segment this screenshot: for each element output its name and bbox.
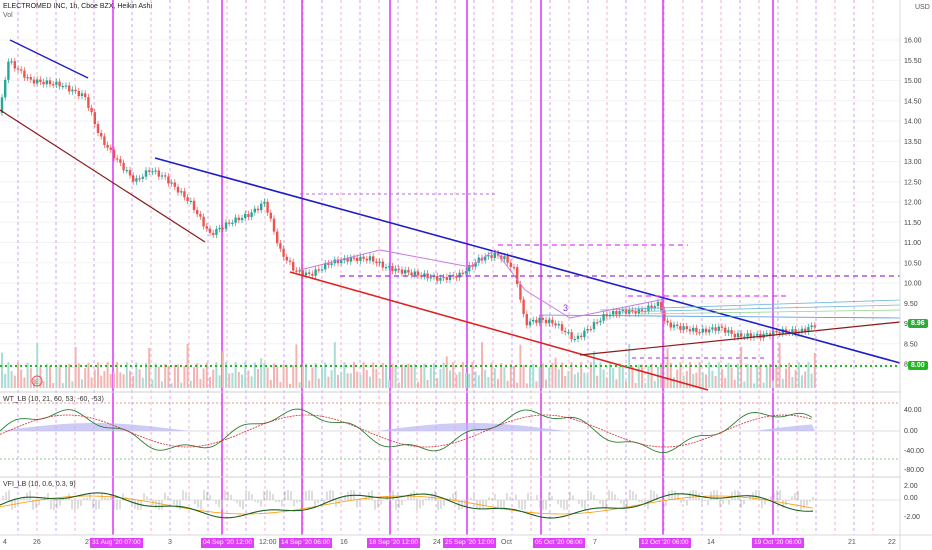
time-axis-label: 26 <box>33 539 41 546</box>
price-tick: 12.00 <box>904 200 922 207</box>
time-axis-label: 3 <box>168 539 172 546</box>
vfi-axis-tick: -2.00 <box>904 514 920 521</box>
time-axis-label: 4 <box>3 539 7 546</box>
vfi-oscillator <box>0 490 900 519</box>
price-tick: 10.50 <box>904 260 922 267</box>
price-tick: 15.00 <box>904 78 922 85</box>
wt-axis-tick: -40.00 <box>904 448 924 455</box>
price-tick: 13.50 <box>904 139 922 146</box>
price-tick: 12.50 <box>904 179 922 186</box>
time-axis-label: 24 <box>433 539 441 546</box>
time-axis-label: 7 <box>593 539 597 546</box>
svg-text:E: E <box>35 380 39 386</box>
time-axis-label: Oct <box>501 539 512 546</box>
currency-label: USD <box>915 4 930 11</box>
time-axis-label: 04 Sep '20 12:00 <box>201 538 254 548</box>
time-axis-label: 27 <box>85 539 93 546</box>
wt-axis-tick: -80.00 <box>904 467 924 474</box>
time-axis-label: 12 Oct '20 06:00 <box>639 538 691 548</box>
chart-title: ELECTROMED INC, 1h, Cboe BZX, Heikin Ash… <box>3 3 152 10</box>
price-tick: 10.00 <box>904 281 922 288</box>
vertical-markers <box>17 0 874 535</box>
time-axis-label: 14 Sep '20 06:00 <box>279 538 332 548</box>
price-tick: 16.00 <box>904 38 922 45</box>
time-axis-label: 31 Aug '20 07:00 <box>90 538 143 548</box>
price-tick: 9.50 <box>904 301 918 308</box>
heikin-ashi-candles <box>0 57 816 343</box>
vfi-axis-tick: 0.00 <box>904 495 918 502</box>
time-axis-label: 22 <box>888 539 896 546</box>
price-tick: 11.00 <box>904 240 921 247</box>
volume-bars <box>1 342 816 388</box>
grid-lines <box>0 39 900 365</box>
event-marker-icon[interactable] <box>31 375 43 387</box>
trend-drawings <box>0 39 901 391</box>
time-axis-label: 18 Sep '20 12:00 <box>367 538 420 548</box>
wt-axis-tick: 0.00 <box>904 428 918 435</box>
price-tick: 14.00 <box>904 119 922 126</box>
time-axis-label: 16 <box>340 539 348 546</box>
time-axis-label: 21 <box>848 539 856 546</box>
price-tick: 11.50 <box>904 220 921 227</box>
time-axis-label: 12:00 <box>259 539 277 546</box>
wt-axis-tick: 40.00 <box>904 407 922 414</box>
time-axis-label: 19 Oct '20 06:00 <box>752 538 804 548</box>
price-tick: 15.50 <box>904 58 922 65</box>
wt-indicator-title[interactable]: WT_LB (10, 21, 60, 53, -60, -53) <box>3 396 104 403</box>
price-tick: 8.50 <box>904 341 918 348</box>
vfi-axis-tick: 2.00 <box>904 483 918 490</box>
wavetrend-oscillator <box>0 402 900 460</box>
wave-label: 3 <box>563 303 568 313</box>
time-axis-label: 05 Oct '20 06:00 <box>533 538 585 548</box>
vfi-indicator-title[interactable]: VFI_LB (10, 0.6, 0.3, 9) <box>3 481 76 488</box>
volume-label: Vol <box>3 12 13 19</box>
last-price-badge: 8.96 <box>908 319 928 328</box>
support-price-badge: 8.00 <box>908 361 928 370</box>
time-axis-label: 14 <box>707 539 715 546</box>
time-axis-label: 25 Sep '20 12:00 <box>443 538 496 548</box>
price-tick: 14.50 <box>904 98 922 105</box>
price-tick: 13.00 <box>904 159 922 166</box>
